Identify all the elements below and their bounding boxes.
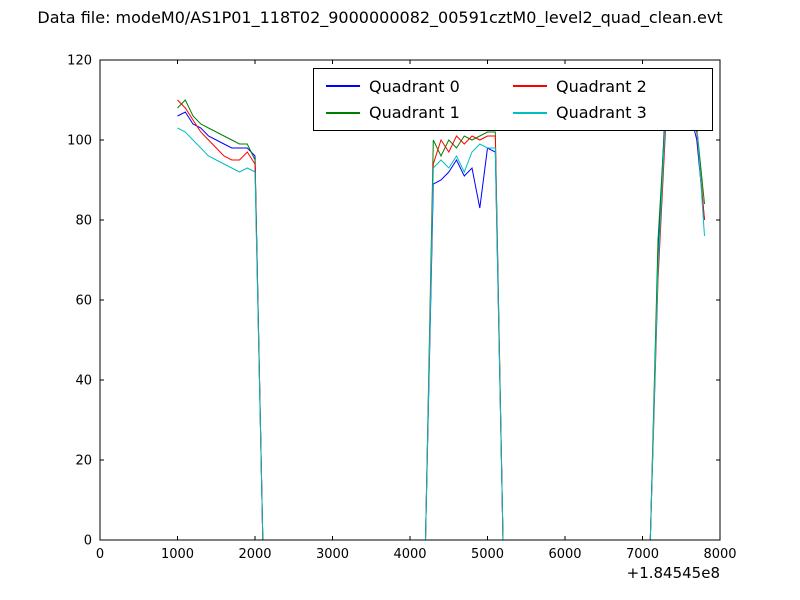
legend-label: Quadrant 1 [369,103,460,123]
x-tick-label: 1000 [161,547,194,562]
series-line [177,98,705,541]
x-tick-label: 0 [96,547,104,562]
legend-line-sample [513,111,547,114]
series-line [177,90,705,541]
legend-entry: Quadrant 1 [326,103,513,122]
series-line [177,70,705,541]
x-tick-label: 5000 [471,547,504,562]
legend-label: Quadrant 3 [556,103,647,123]
y-tick-label: 120 [67,54,92,69]
x-tick-label: 2000 [238,547,271,562]
y-tick-label: 0 [84,534,92,549]
axes-frame [99,59,721,541]
page-title: Data file: modeM0/AS1P01_118T02_90000000… [37,8,723,27]
x-tick-label: 8000 [703,547,736,562]
x-axis-offset-label: +1.84545e8 [627,564,720,582]
legend-line-sample [326,111,360,114]
y-tick-label: 80 [75,214,92,229]
x-tick-label: 6000 [548,547,581,562]
legend-entry: Quadrant 0 [326,77,513,96]
legend-entry: Quadrant 2 [513,77,700,96]
legend: Quadrant 0 Quadrant 1 Quadrant 2 Quadran… [313,68,713,131]
x-tick-label: 7000 [626,547,659,562]
legend-label: Quadrant 2 [556,76,647,96]
legend-label: Quadrant 0 [369,76,460,96]
y-tick-label: 60 [75,294,92,309]
x-tick-label: 3000 [316,547,349,562]
x-tick-label: 4000 [393,547,426,562]
legend-line-sample [513,85,547,88]
series-line [177,99,705,541]
legend-entry: Quadrant 3 [513,103,700,122]
y-tick-label: 40 [75,374,92,389]
legend-line-sample [326,85,360,88]
y-tick-label: 100 [67,134,92,149]
y-tick-label: 20 [75,454,92,469]
